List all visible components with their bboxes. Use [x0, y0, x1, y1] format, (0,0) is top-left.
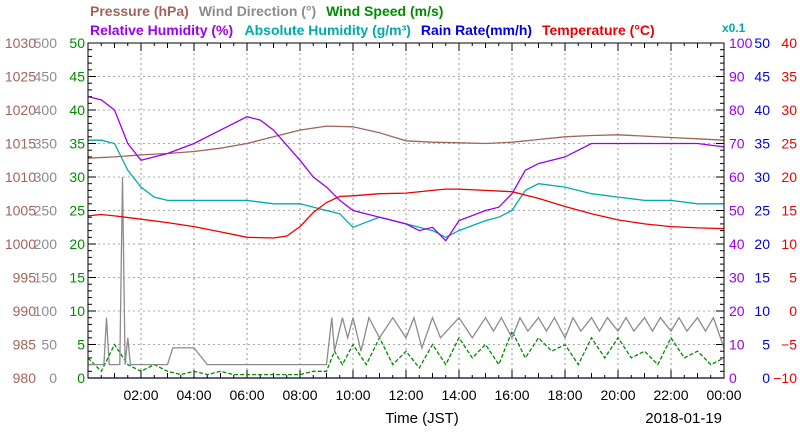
y-label-wind-direction: 300 — [34, 169, 58, 185]
y-label-pressure: 985 — [13, 337, 37, 353]
y-label-wind-speed: 35 — [69, 136, 85, 152]
x-axis-label: Time (JST) — [385, 410, 459, 427]
x-tick-label: 12:00 — [388, 387, 423, 403]
y-label-pressure: 1000 — [5, 236, 36, 252]
y-label-humidity: 70 — [729, 136, 745, 152]
y-label-humidity: 30 — [729, 270, 745, 286]
axes: 02:00 04:00 06:00 08:00 10:00 12:00 14:00 16:00… — [5, 35, 797, 403]
y-label-wind-speed: 10 — [69, 303, 85, 319]
y-label-wind-direction: 100 — [34, 303, 58, 319]
y-label-humidity: 0 — [729, 370, 737, 386]
x-tick-label: 06:00 — [229, 387, 264, 403]
x-tick-label: 16:00 — [494, 387, 529, 403]
x-tick-label: 10:00 — [335, 387, 370, 403]
y-label-pressure: 1015 — [5, 136, 36, 152]
y-label-pressure: 1030 — [5, 35, 36, 51]
y-label-humidity: 80 — [729, 102, 745, 118]
y-label-rain-rate: 40 — [754, 102, 770, 118]
y-label-rain-rate: 20 — [754, 236, 770, 252]
y-label-wind-direction: 500 — [34, 35, 58, 51]
y-label-temperature: 20 — [781, 169, 797, 185]
y-label-temperature: −10 — [773, 370, 797, 386]
y-label-pressure: 1005 — [5, 203, 36, 219]
y-label-wind-speed: 5 — [77, 337, 85, 353]
x-tick-label: 18:00 — [547, 387, 582, 403]
legend-absolute-humidity: Absolute Humidity (g/m³) — [245, 22, 411, 38]
x-tick-label: 14:00 — [441, 387, 476, 403]
y-label-wind-direction: 450 — [34, 69, 58, 85]
y-label-wind-speed: 25 — [69, 203, 85, 219]
y-label-humidity: 100 — [729, 35, 753, 51]
legend-row-top: Pressure (hPa) Wind Direction (°) Wind S… — [90, 3, 443, 19]
y-label-wind-direction: 50 — [41, 337, 57, 353]
y-label-rain-rate: 30 — [754, 169, 770, 185]
legend-temperature: Temperature (°C) — [542, 22, 655, 38]
x-tick-label: 20:00 — [600, 387, 635, 403]
y-label-wind-speed: 50 — [69, 35, 85, 51]
y-label-pressure: 1025 — [5, 69, 36, 85]
y-label-rain-rate: 35 — [754, 136, 770, 152]
y-label-wind-direction: 150 — [34, 270, 58, 286]
y-label-humidity: 40 — [729, 236, 745, 252]
y-label-temperature: 10 — [781, 236, 797, 252]
x-tick-label: 02:00 — [123, 387, 158, 403]
y-label-temperature: 30 — [781, 102, 797, 118]
legend-row-second: Relative Humidity (%) Absolute Humidity … — [90, 22, 655, 38]
y-label-temperature: 0 — [789, 303, 797, 319]
y-label-wind-direction: 250 — [34, 203, 58, 219]
series-wind-speed-m-s — [87, 329, 725, 376]
rain-scale-note: x0.1 — [722, 21, 746, 35]
y-label-wind-direction: 350 — [34, 136, 58, 152]
series-relative-humidity — [87, 95, 725, 242]
y-label-wind-speed: 40 — [69, 102, 85, 118]
y-label-rain-rate: 5 — [762, 337, 770, 353]
y-label-temperature: 15 — [781, 203, 797, 219]
series-temperature-c — [87, 188, 725, 239]
y-label-wind-direction: 200 — [34, 236, 58, 252]
y-label-temperature: 35 — [781, 69, 797, 85]
legend-wind-speed: Wind Speed (m/s) — [326, 3, 443, 19]
y-label-pressure: 980 — [13, 370, 37, 386]
x-tick-label: 22:00 — [653, 387, 688, 403]
series-pressure-hpa — [87, 125, 725, 159]
series-wind-direction — [88, 176, 725, 366]
y-label-wind-speed: 0 — [77, 370, 85, 386]
legend-wind-direction: Wind Direction (°) — [199, 3, 316, 19]
y-label-temperature: −5 — [781, 337, 797, 353]
y-label-pressure: 995 — [13, 270, 37, 286]
y-label-humidity: 60 — [729, 169, 745, 185]
y-label-humidity: 50 — [729, 203, 745, 219]
x-tick-label: 08:00 — [282, 387, 317, 403]
y-label-rain-rate: 25 — [754, 203, 770, 219]
y-label-humidity: 10 — [729, 337, 745, 353]
y-label-temperature: 5 — [789, 270, 797, 286]
date-label: 2018-01-19 — [645, 410, 722, 427]
y-label-pressure: 990 — [13, 303, 37, 319]
legend-relative-humidity: Relative Humidity (%) — [90, 22, 233, 38]
y-label-rain-rate: 0 — [762, 370, 770, 386]
y-label-wind-speed: 15 — [69, 270, 85, 286]
y-label-wind-direction: 0 — [49, 370, 57, 386]
y-label-wind-speed: 45 — [69, 69, 85, 85]
y-label-rain-rate: 10 — [754, 303, 770, 319]
x-tick-label: 04:00 — [176, 387, 211, 403]
y-label-rain-rate: 45 — [754, 69, 770, 85]
y-label-wind-speed: 30 — [69, 169, 85, 185]
y-label-pressure: 1010 — [5, 169, 36, 185]
legend-rain-rate: Rain Rate(mm/h) — [421, 22, 532, 38]
y-label-humidity: 20 — [729, 303, 745, 319]
y-label-rain-rate: 50 — [754, 35, 770, 51]
plot-frame — [87, 42, 725, 379]
y-label-wind-speed: 20 — [69, 236, 85, 252]
legend-pressure: Pressure (hPa) — [90, 3, 189, 19]
y-label-humidity: 90 — [729, 69, 745, 85]
y-label-wind-direction: 400 — [34, 102, 58, 118]
y-label-temperature: 40 — [781, 35, 797, 51]
y-label-rain-rate: 15 — [754, 270, 770, 286]
x-tick-label: 00:00 — [706, 387, 741, 403]
y-label-pressure: 1020 — [5, 102, 36, 118]
y-label-temperature: 25 — [781, 136, 797, 152]
